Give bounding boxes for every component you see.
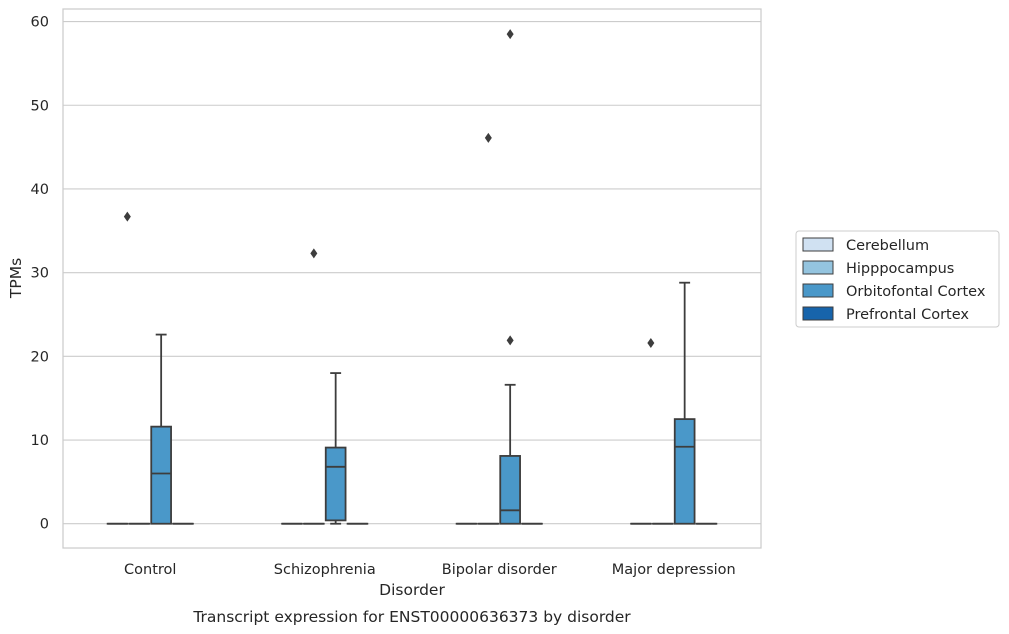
grid [63,21,761,525]
x-ticks: Control Schizophrenia Bipolar disorder Majo… [124,562,736,578]
x-tick-label: Control [124,562,176,578]
outlier-point [647,337,655,348]
x-tick-label: Major depression [612,562,736,578]
y-tick-label: 20 [31,349,49,365]
x-axis-title: Disorder [379,581,445,599]
plot-frame [62,8,762,549]
y-axis-title: TPMs [7,258,25,299]
x-tick-label: Schizophrenia [274,562,376,578]
box-body [150,425,172,525]
legend-swatch [802,260,834,275]
legend-swatch [802,283,834,298]
caption: Transcript expression for ENST0000063637… [192,608,631,626]
y-ticks: 0 10 20 30 40 50 60 [31,15,49,533]
y-tick-label: 0 [40,517,49,533]
outliers [123,29,655,348]
legend-label: Cerebellum [846,238,929,254]
x-tick-label: Bipolar disorder [442,562,557,578]
outlier-point [123,211,131,222]
box-body [499,455,521,525]
legend-swatch [802,237,834,252]
y-tick-label: 60 [31,15,49,31]
outlier-point [506,335,514,346]
legend-label: Orbitofontal Cortex [846,284,986,300]
legend-swatch [802,306,834,321]
box-body [324,446,347,522]
legend: Cerebellum Hipppocampus Orbitofontal Corte… [795,230,1000,328]
box-orbitofontal-cortex [324,372,347,525]
boxes [106,281,718,525]
outlier-point [506,29,514,40]
legend-label: Prefrontal Cortex [846,307,969,323]
legend-frame [795,230,1000,328]
y-tick-label: 50 [31,98,49,114]
y-tick-label: 10 [31,433,49,449]
y-tick-label: 40 [31,182,49,198]
outlier-point [484,132,492,143]
outlier-point [310,248,318,259]
box-orbitofontal-cortex [673,281,696,525]
legend-label: Hipppocampus [846,261,954,277]
y-tick-label: 30 [31,266,49,282]
box-body [673,418,696,525]
box-orbitofontal-cortex [150,333,172,525]
box-orbitofontal-cortex [499,383,521,525]
